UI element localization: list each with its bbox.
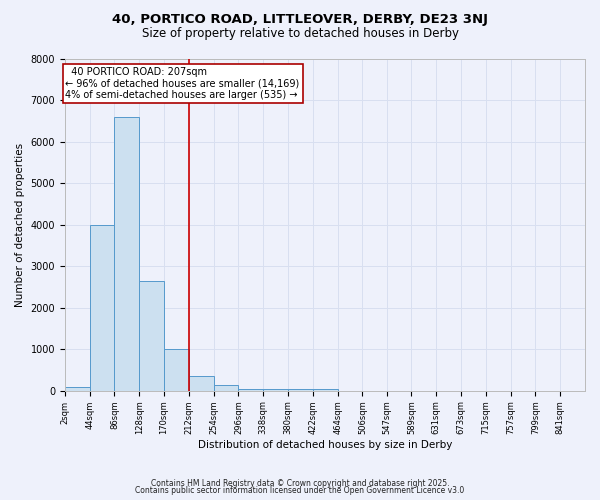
Bar <box>139 281 164 390</box>
Y-axis label: Number of detached properties: Number of detached properties <box>15 143 25 307</box>
Text: 40, PORTICO ROAD, LITTLEOVER, DERBY, DE23 3NJ: 40, PORTICO ROAD, LITTLEOVER, DERBY, DE2… <box>112 12 488 26</box>
Text: Contains public sector information licensed under the Open Government Licence v3: Contains public sector information licen… <box>136 486 464 495</box>
Bar <box>214 384 238 390</box>
Bar <box>115 117 139 390</box>
Bar <box>164 350 189 391</box>
Bar <box>65 386 89 390</box>
Bar <box>238 388 263 390</box>
Bar <box>89 225 115 390</box>
Bar <box>313 388 338 390</box>
Text: 40 PORTICO ROAD: 207sqm  
← 96% of detached houses are smaller (14,169)
4% of se: 40 PORTICO ROAD: 207sqm ← 96% of detache… <box>65 68 300 100</box>
X-axis label: Distribution of detached houses by size in Derby: Distribution of detached houses by size … <box>198 440 452 450</box>
Bar <box>189 376 214 390</box>
Bar <box>263 388 288 390</box>
Text: Size of property relative to detached houses in Derby: Size of property relative to detached ho… <box>142 28 458 40</box>
Text: Contains HM Land Registry data © Crown copyright and database right 2025.: Contains HM Land Registry data © Crown c… <box>151 478 449 488</box>
